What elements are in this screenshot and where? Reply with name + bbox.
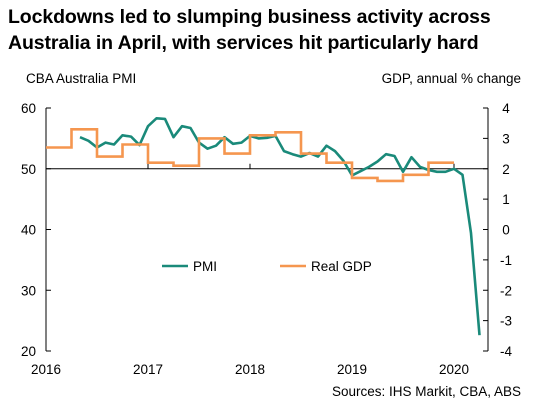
right-tick-label: 3 (502, 131, 510, 146)
chart-title-line-1: Lockdowns led to slumping business activ… (8, 6, 491, 28)
x-tick-label: 2017 (133, 362, 163, 377)
x-tick-label: 2020 (439, 362, 469, 377)
left-axis-label: CBA Australia PMI (26, 71, 137, 86)
chart-title: Lockdowns led to slumping business activ… (8, 4, 528, 56)
left-tick-label: 40 (21, 223, 36, 238)
right-tick-label: 4 (502, 101, 510, 116)
chart-series (46, 117, 481, 336)
right-tick-label: -2 (500, 283, 512, 298)
right-axis-label: GDP, annual % change (381, 71, 521, 86)
gdp-line (46, 128, 454, 183)
chart-legend: PMI Real GDP (162, 259, 372, 274)
left-tick-label: 20 (21, 344, 36, 359)
right-tick-label: 0 (502, 223, 510, 238)
right-tick-label: -4 (500, 344, 512, 359)
right-tick-label: 2 (502, 162, 510, 177)
left-tick-label: 50 (21, 162, 36, 177)
chart-axes: 20 30 40 50 60 -4 -3 -2 -1 0 1 2 3 4 2016 2017 2018 2019 2… (21, 101, 513, 377)
source-note: Sources: IHS Markit, CBA, ABS (331, 384, 521, 399)
legend-pmi-label: PMI (193, 259, 217, 274)
legend-gdp-label: Real GDP (311, 259, 372, 274)
left-tick-label: 60 (21, 101, 36, 116)
right-tick-label: -1 (500, 253, 512, 268)
x-tick-label: 2016 (31, 362, 61, 377)
x-tick-label: 2019 (337, 362, 367, 377)
right-tick-label: 1 (502, 192, 510, 207)
chart-title-line-2: Australia in April, with services hit pa… (8, 32, 479, 54)
x-tick-label: 2018 (235, 362, 265, 377)
pmi-line (79, 117, 481, 336)
right-tick-label: -3 (500, 314, 512, 329)
left-tick-label: 30 (21, 283, 36, 298)
